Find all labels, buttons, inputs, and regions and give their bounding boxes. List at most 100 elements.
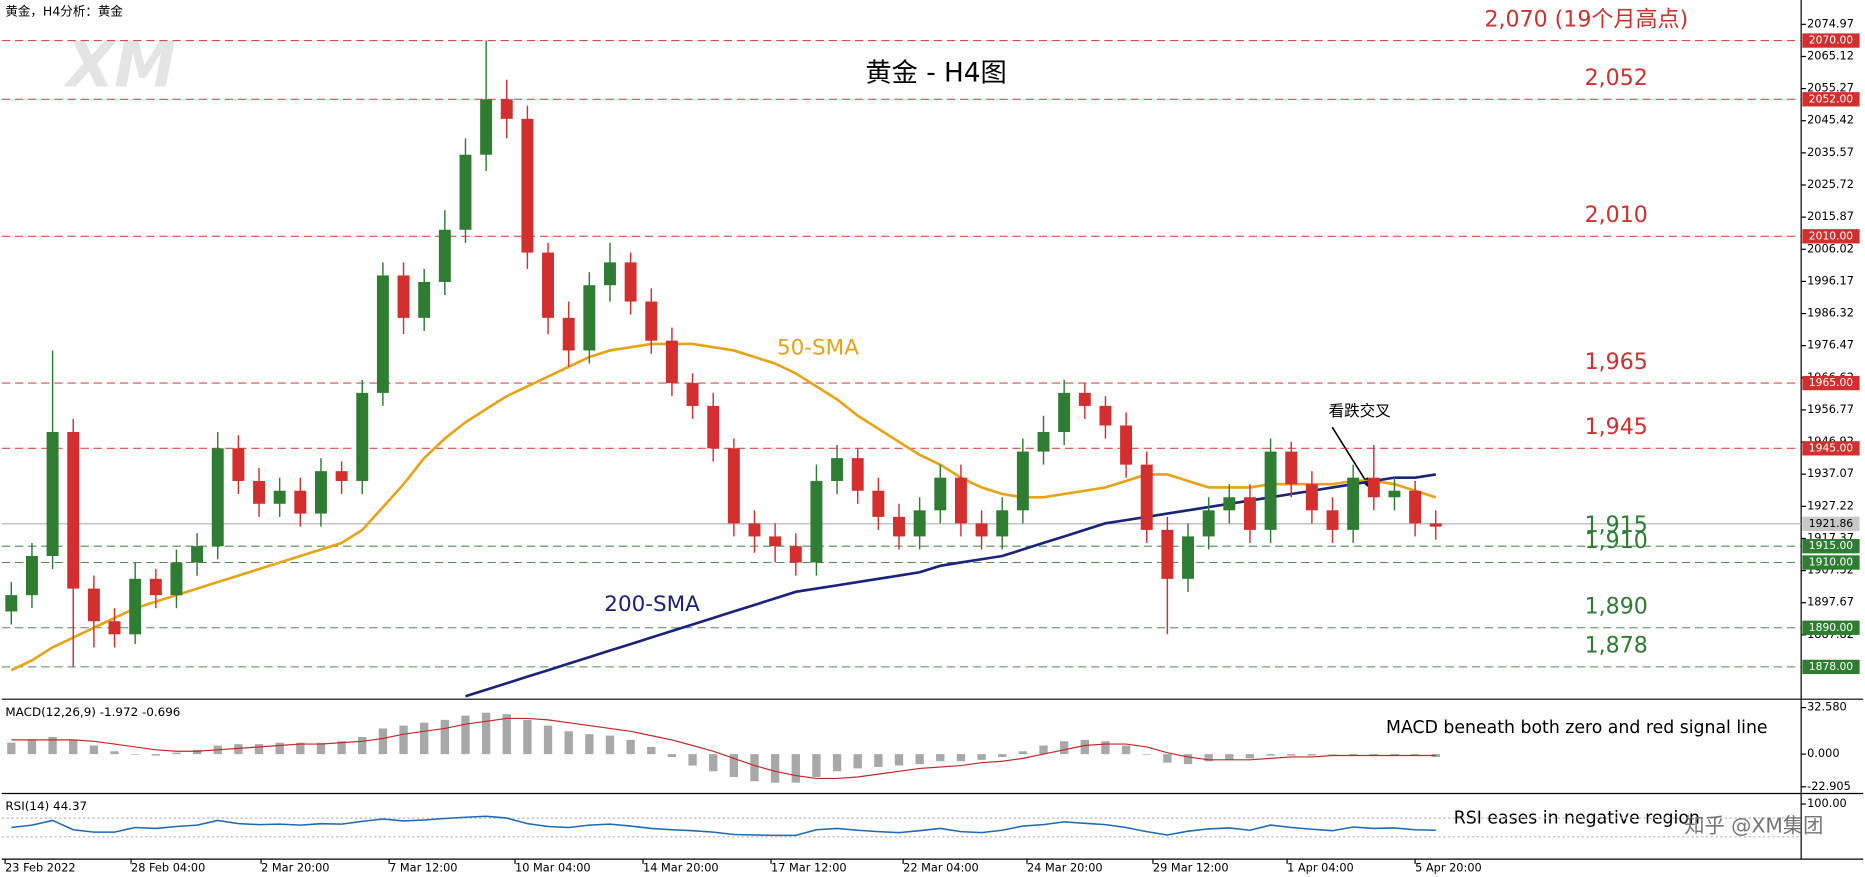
level-price-box <box>1802 229 1860 244</box>
level-label: 1,965 <box>1585 350 1648 375</box>
macd-bar <box>151 754 160 756</box>
last-price-box <box>1802 516 1860 531</box>
rsi-label: RSI(14) 44.37 <box>5 799 87 813</box>
macd-bar <box>1059 741 1069 755</box>
macd-bar <box>234 744 243 755</box>
x-tick-label: 14 Mar 20:00 <box>643 861 719 875</box>
candle-body <box>1367 477 1380 498</box>
candle-body <box>831 458 844 481</box>
macd-bar <box>1039 745 1048 755</box>
level-price-box <box>1802 620 1860 635</box>
signal-line <box>11 717 1436 780</box>
level-price-box <box>1802 659 1860 675</box>
y-tick-label: 0.000 <box>1807 746 1839 760</box>
macd-bar <box>1142 754 1151 755</box>
level-price-label: 1890.00 <box>1809 621 1854 634</box>
rsi-line <box>11 815 1436 837</box>
candle-body <box>851 458 864 491</box>
macd-bar <box>89 745 99 755</box>
plot-group <box>7 712 1440 783</box>
macd-bar <box>1328 754 1337 755</box>
level-price-label: 1965.00 <box>1809 376 1854 389</box>
candle-body <box>1140 464 1153 530</box>
y-tick-label: 2015.87 <box>1807 209 1854 223</box>
candle-body <box>996 510 1009 537</box>
x-tick-label: 17 Mar 12:00 <box>771 861 847 875</box>
candle-body <box>1223 497 1236 511</box>
candle-body <box>1388 490 1401 498</box>
candle-body <box>1161 529 1174 579</box>
macd-bar <box>27 739 37 755</box>
candle-body <box>893 516 905 537</box>
x-tick-label: 10 Mar 04:00 <box>515 861 591 875</box>
candle-body <box>1305 484 1318 511</box>
macd-bar <box>894 754 904 766</box>
chart-title: 黄金 - H4图 <box>865 58 1006 88</box>
y-tick-label: 2065.12 <box>1807 48 1854 62</box>
x-tick-label: 2 Mar 20:00 <box>261 861 329 875</box>
macd-bar <box>1245 754 1255 759</box>
candle-body <box>356 392 369 481</box>
annotation-arrow <box>1331 426 1369 485</box>
macd-bar <box>812 754 821 777</box>
macd-bar <box>358 736 367 755</box>
macd-bar <box>709 754 718 772</box>
level-price-box <box>1802 441 1860 456</box>
candle-body <box>191 546 204 563</box>
level-price-label: 1945.00 <box>1809 441 1854 454</box>
x-tick-label: 23 Feb 2022 <box>5 861 76 875</box>
candle-body <box>480 99 493 155</box>
y-tick-label: 1927.22 <box>1807 498 1854 512</box>
level-price-label: 2052.00 <box>1809 92 1854 105</box>
candle-body <box>1326 510 1339 530</box>
y-tick-label: 1976.47 <box>1807 338 1854 352</box>
candle-body <box>913 510 926 537</box>
candle-body <box>1429 523 1442 527</box>
macd-bar <box>1163 754 1172 763</box>
level-label: 2,052 <box>1585 66 1648 91</box>
macd-bar <box>48 736 57 755</box>
macd-bar <box>1287 754 1296 756</box>
y-tick-label: 2025.72 <box>1807 177 1854 191</box>
candle-body <box>624 262 637 302</box>
candle-body <box>149 578 162 596</box>
macd-bar <box>1121 745 1131 755</box>
candle-body <box>1347 477 1360 530</box>
macd-bar <box>1101 741 1110 755</box>
macd-bar <box>1018 751 1028 755</box>
candle-body <box>1202 510 1215 537</box>
macd-bar <box>399 725 408 755</box>
y-tick-label: 1996.17 <box>1807 273 1854 287</box>
macd-bar <box>1183 754 1193 765</box>
candle-body <box>1182 536 1194 579</box>
candle-body <box>604 262 616 286</box>
level-price-box <box>1802 539 1860 554</box>
macd-bar <box>172 752 181 755</box>
macd-bar <box>378 728 388 755</box>
candle-body <box>583 285 596 351</box>
chart-header: 黄金，H4分析：黄金 <box>5 3 123 18</box>
candle-body <box>1409 490 1422 524</box>
y-tick-label: 32.580 <box>1807 700 1847 714</box>
candle-body <box>748 523 761 537</box>
candle-body <box>954 477 967 524</box>
candle-body <box>1285 451 1298 485</box>
macd-bar <box>316 742 326 755</box>
candle-body <box>1037 432 1050 452</box>
level-label: 1,878 <box>1585 634 1648 659</box>
candle-body <box>253 480 265 504</box>
macd-bar <box>1204 754 1213 762</box>
watermark: 知乎 @XM集团 <box>1684 813 1823 837</box>
level-price-label: 1878.00 <box>1809 660 1854 673</box>
level-label: 1,910 <box>1585 529 1648 554</box>
candle-body <box>707 405 720 449</box>
candle-body <box>521 118 534 253</box>
candle-body <box>170 562 183 596</box>
y-tick-label: 2055.27 <box>1807 81 1854 95</box>
y-tick-label: 1986.32 <box>1807 306 1854 320</box>
level-price-label: 2010.00 <box>1809 229 1854 242</box>
y-tick-label: 1897.67 <box>1807 595 1854 609</box>
level-price-label: 1910.00 <box>1809 556 1854 569</box>
plot-group <box>1 815 1802 838</box>
macd-bar <box>523 719 532 755</box>
